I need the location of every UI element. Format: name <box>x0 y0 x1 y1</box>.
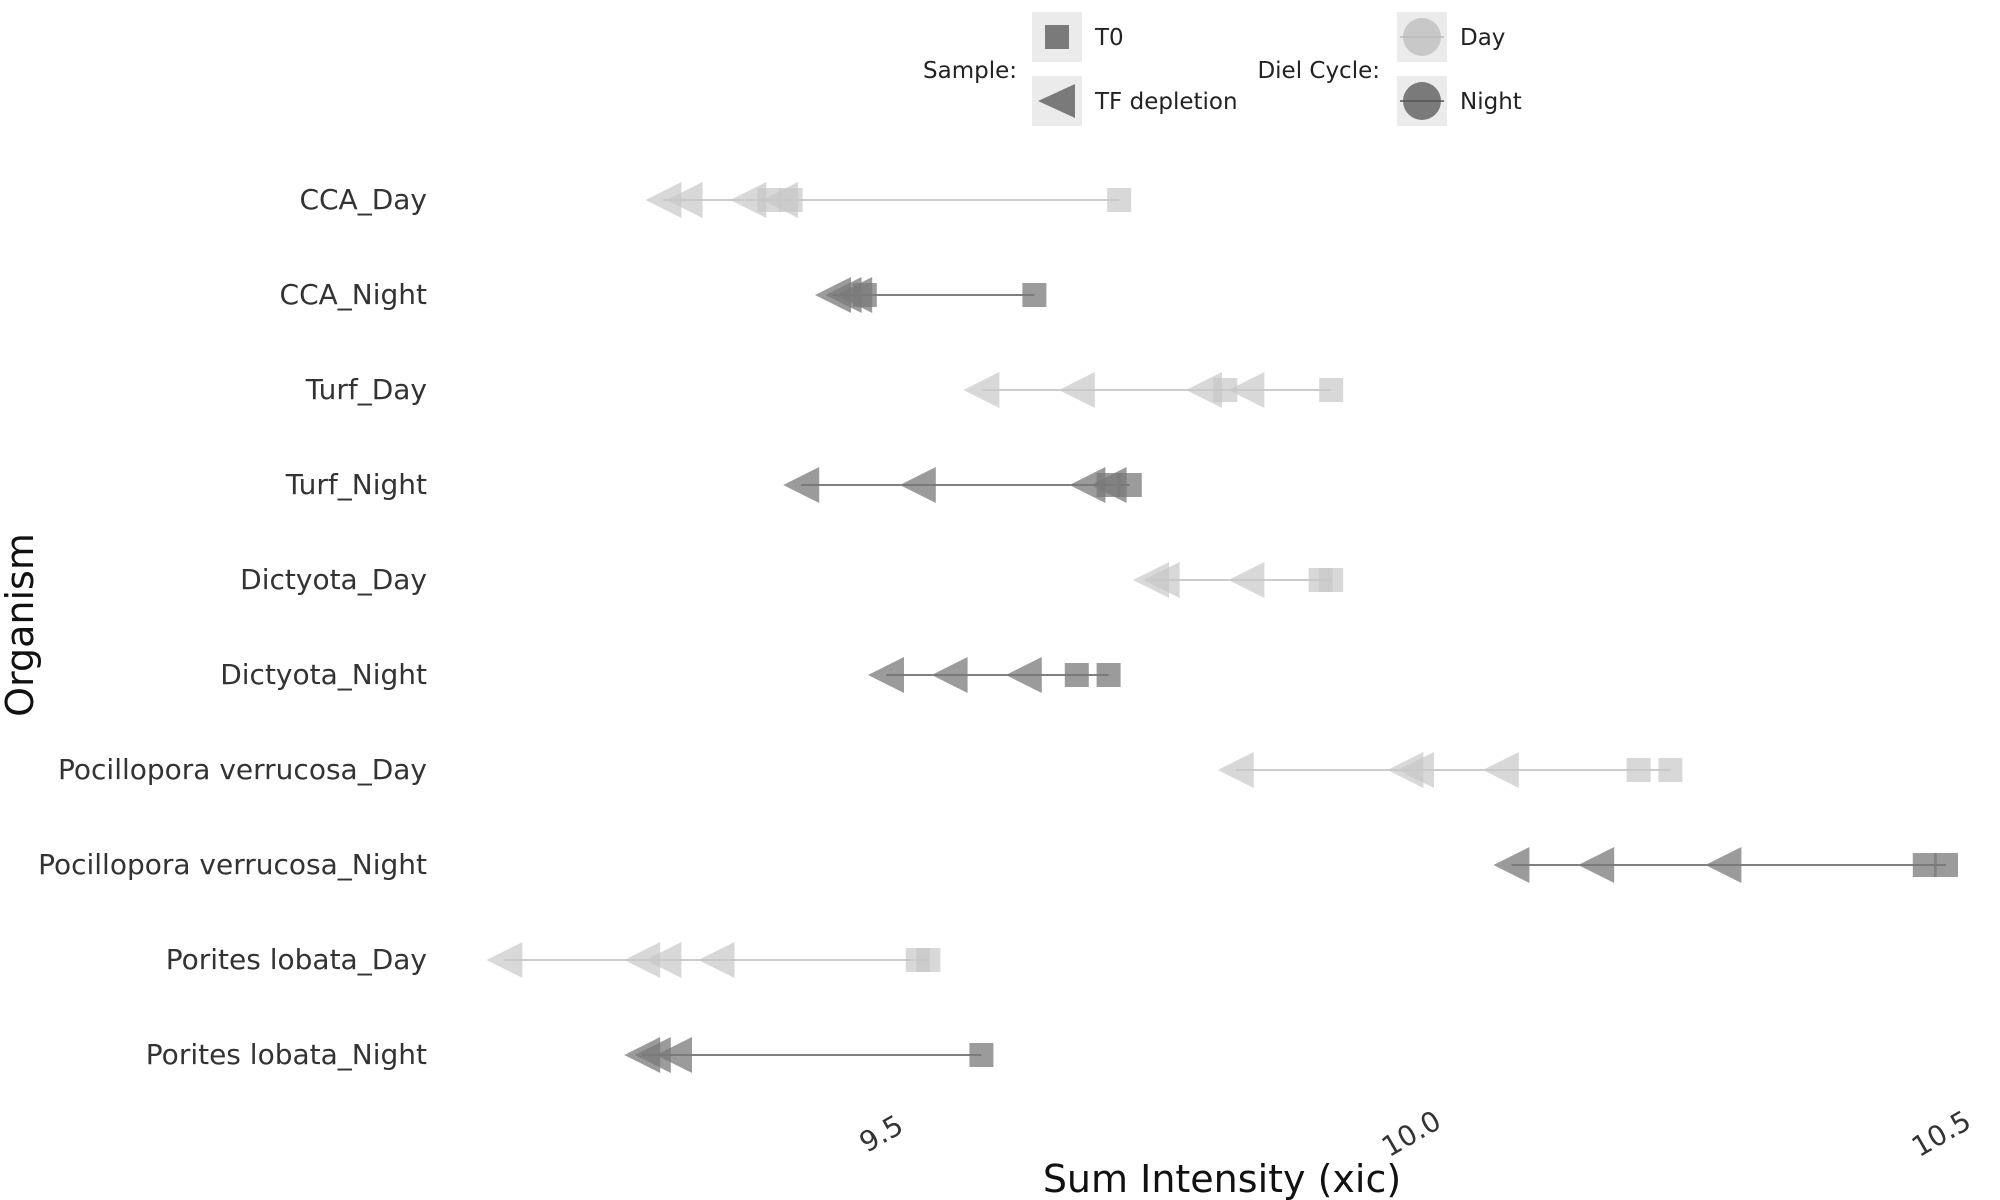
y-tick-label: Dictyota_Day <box>240 563 427 596</box>
tf-depletion-point <box>1398 752 1434 788</box>
legend-triangle-marker <box>1038 84 1075 118</box>
t0-point <box>1626 758 1651 782</box>
tf-depletion-point <box>486 942 523 978</box>
t0-point <box>1912 853 1937 877</box>
t0-point <box>1096 663 1121 687</box>
legend-sample-title: Sample: <box>923 58 1017 84</box>
t0-point <box>1213 378 1238 402</box>
y-tick-label: CCA_Day <box>299 183 427 216</box>
t0-point <box>1319 568 1344 592</box>
legend: Sample: T0 TF depletion Diel Cycle: Day … <box>923 12 1522 126</box>
tf-depletion-point <box>1228 372 1265 408</box>
tf-depletion-point <box>1069 467 1106 503</box>
x-tick-label: 10.5 <box>1906 1104 1976 1164</box>
x-tick-label: 9.5 <box>854 1108 909 1159</box>
tf-depletion-point <box>645 182 682 218</box>
legend-label-day: Day <box>1460 25 1505 51</box>
tf-depletion-point <box>783 467 820 503</box>
tf-depletion-point <box>1705 847 1742 883</box>
t0-point <box>1117 473 1142 497</box>
y-tick-label: Turf_Day <box>305 373 427 406</box>
tf-depletion-point <box>1058 372 1095 408</box>
t0-point <box>757 188 782 212</box>
tf-depletion-point <box>868 657 904 693</box>
t0-point <box>916 948 941 972</box>
y-tick-label: Porites lobata_Night <box>146 1038 427 1071</box>
tf-depletion-point <box>899 467 936 503</box>
tf-depletion-point <box>698 942 735 978</box>
tf-depletion-point <box>666 182 703 218</box>
y-tick-label: Dictyota_Night <box>220 658 427 691</box>
x-tick-label: 10.0 <box>1376 1104 1446 1164</box>
t0-point <box>969 1043 994 1067</box>
y-tick-label: Pocillopora verrucosa_Day <box>58 753 427 786</box>
tf-depletion-point <box>645 942 682 978</box>
tf-depletion-point <box>963 372 1000 408</box>
tf-depletion-point <box>656 1037 692 1073</box>
tf-depletion-point <box>1578 847 1615 883</box>
tf-depletion-point <box>1186 372 1222 408</box>
tf-depletion-point <box>1005 657 1042 693</box>
t0-point <box>1096 473 1121 497</box>
t0-point <box>778 188 803 212</box>
tf-depletion-point <box>1228 562 1265 598</box>
t0-point <box>1658 758 1683 782</box>
y-tick-label: CCA_Night <box>280 278 428 311</box>
legend-label-t0: T0 <box>1094 25 1124 51</box>
x-axis-title: Sum Intensity (xic) <box>1043 1157 1401 1200</box>
t0-point <box>1319 378 1344 402</box>
tf-depletion-point <box>624 942 661 978</box>
legend-square-marker <box>1045 25 1069 49</box>
y-axis-title: Organism <box>0 533 42 717</box>
t0-point <box>852 283 877 307</box>
plot-area: CCA_Day CCA_Night Turf_Day Turf_Night Dictyo… <box>38 182 1976 1164</box>
legend-diel-title: Diel Cycle: <box>1257 58 1380 84</box>
y-tick-label: Porites lobata_Day <box>166 943 427 976</box>
y-tick-label: Turf_Night <box>285 468 427 501</box>
legend-label-night: Night <box>1460 89 1522 115</box>
t0-point <box>1934 853 1958 877</box>
t0-point <box>1107 188 1132 212</box>
tf-depletion-point <box>1493 847 1530 883</box>
tf-depletion-point <box>1482 752 1519 788</box>
tf-depletion-point <box>730 182 767 218</box>
tf-depletion-point <box>634 1037 671 1073</box>
tf-depletion-point <box>931 657 968 693</box>
t0-point <box>1022 283 1047 307</box>
tf-depletion-point <box>1217 752 1254 788</box>
legend-label-tf: TF depletion <box>1094 89 1238 115</box>
tf-depletion-point <box>1143 562 1180 598</box>
t0-point <box>1064 663 1089 687</box>
y-tick-label: Pocillopora verrucosa_Night <box>38 848 427 881</box>
